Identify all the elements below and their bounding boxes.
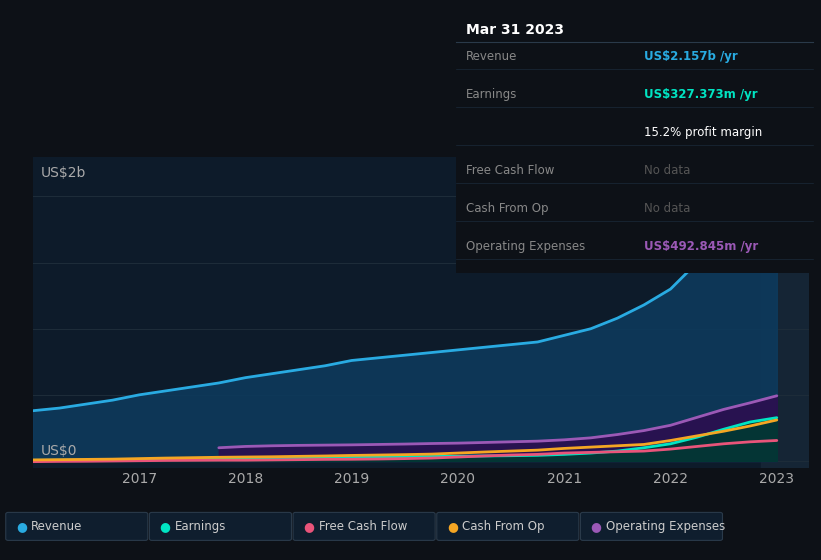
Text: Earnings: Earnings (466, 88, 517, 101)
Text: No data: No data (644, 202, 690, 216)
Text: US$327.373m /yr: US$327.373m /yr (644, 88, 758, 101)
Text: No data: No data (644, 164, 690, 178)
Text: US$2b: US$2b (40, 166, 86, 180)
Text: ●: ● (159, 520, 171, 533)
Text: ●: ● (447, 520, 458, 533)
Text: Free Cash Flow: Free Cash Flow (466, 164, 554, 178)
Text: Cash From Op: Cash From Op (462, 520, 544, 533)
Text: Revenue: Revenue (466, 50, 517, 63)
Text: ●: ● (16, 520, 27, 533)
Text: US$492.845m /yr: US$492.845m /yr (644, 240, 759, 254)
Text: Operating Expenses: Operating Expenses (466, 240, 585, 254)
Text: Free Cash Flow: Free Cash Flow (319, 520, 407, 533)
Text: 15.2% profit margin: 15.2% profit margin (644, 126, 763, 139)
Text: Revenue: Revenue (31, 520, 83, 533)
Text: Operating Expenses: Operating Expenses (606, 520, 725, 533)
Bar (761, 157, 809, 468)
Text: ●: ● (590, 520, 602, 533)
Text: Earnings: Earnings (175, 520, 227, 533)
Text: Cash From Op: Cash From Op (466, 202, 548, 216)
Text: ●: ● (303, 520, 314, 533)
Text: US$2.157b /yr: US$2.157b /yr (644, 50, 738, 63)
Text: Mar 31 2023: Mar 31 2023 (466, 23, 563, 37)
Text: US$0: US$0 (40, 444, 77, 458)
